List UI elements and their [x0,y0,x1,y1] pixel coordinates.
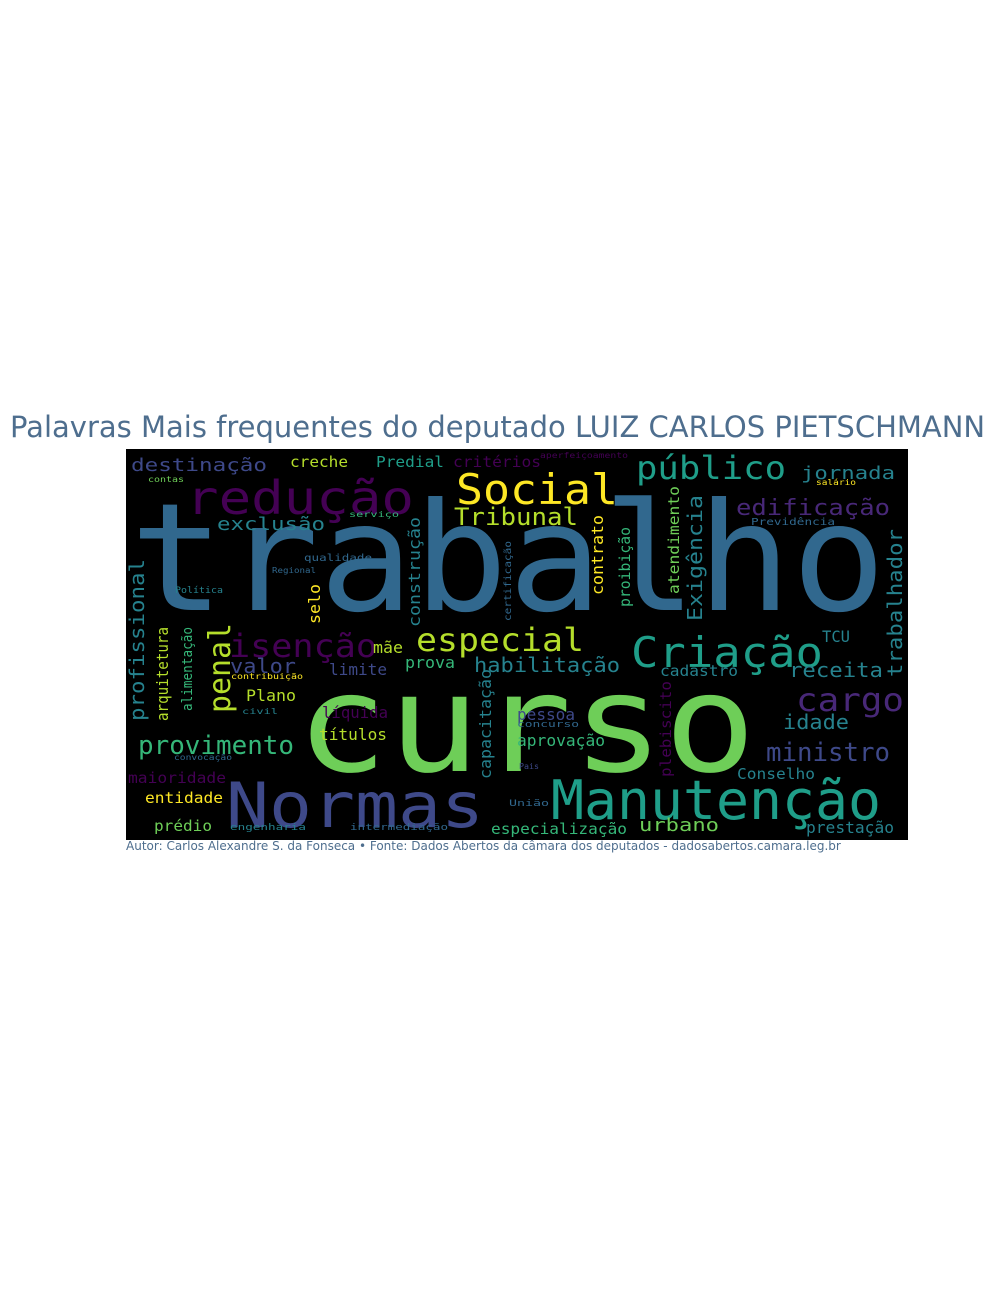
word-2: curso [296,646,756,804]
page-title: Palavras Mais frequentes do deputado LUI… [10,410,986,444]
word-52: proibição [616,527,634,607]
word-6: Social [456,465,618,514]
word-5: redução [186,471,414,525]
word-28: mãe [373,638,403,657]
word-61: qualidade [304,553,372,564]
word-4: Manutenção [551,769,881,832]
word-38: títulos [319,725,387,744]
word-36: Plano [246,686,296,705]
word-48: urbano [639,815,719,836]
word-23: profissional [126,559,149,721]
word-58: salário [816,478,856,487]
word-21: edificação [736,496,890,521]
word-41: capacitação [476,669,495,779]
word-13: provimento [138,731,294,761]
word-43: Conselho [737,765,815,783]
word-56: aperfeiçoamento [540,451,628,460]
word-42: plebiscito [657,681,675,777]
word-39: pessoa [517,705,575,724]
word-31: cadastro [660,662,738,680]
word-51: contrato [588,515,607,595]
word-14: ministro [766,738,890,768]
word-54: Exigência [683,495,707,621]
word-24: arquitetura [153,627,172,721]
word-18: Predial [376,453,444,471]
word-67: concurso [517,720,579,730]
word-33: idade [783,710,849,734]
word-7: Criação [631,628,823,677]
caption: Autor: Carlos Alexandre S. da Fonseca • … [126,839,841,853]
word-1: trabalho [130,472,886,646]
word-50: construção [405,517,424,627]
word-32: receita [789,658,883,682]
word-9: especial [416,621,584,659]
word-64: Política [175,586,223,596]
word-44: maioridade [128,769,226,787]
word-70: União [509,799,549,809]
word-45: entidade [145,789,223,807]
word-17: creche [290,453,348,471]
word-cloud: trabalho curso Normas Manutenção redução Soci… [126,449,908,840]
word-37: líquida [322,703,388,722]
word-11: penal [203,623,238,713]
word-65: contribuição [231,672,303,681]
word-68: convocação [174,753,232,762]
word-19: critérios [453,453,541,471]
word-22: exclusão [217,514,325,535]
word-46: prédio [154,817,212,835]
word-10: isenção [229,627,377,665]
word-53: atendimento [665,486,683,594]
word-12: cargo [796,681,904,719]
word-40: aprovação [517,731,605,750]
word-30: habilitação [474,653,620,677]
word-3: Normas [226,769,484,840]
word-16: destinação [131,455,267,476]
word-47: especialização [491,820,627,838]
word-72: intermediação [350,823,448,833]
word-20: jornada [801,463,895,484]
word-62: Regional [272,566,316,575]
word-26: valor [230,654,296,678]
word-55: selo [305,584,324,624]
word-66: civil [242,707,278,716]
word-15: Tribunal [454,503,578,531]
word-60: Previdência [751,516,835,528]
word-71: engenharia [230,823,306,833]
word-57: contas [148,475,184,484]
word-29: prova [405,653,455,672]
word-27: limite [329,660,387,679]
word-69: Pais [519,762,539,771]
word-35: TCU [822,627,850,646]
word-25: alimentação [180,627,196,711]
word-8: público [636,449,786,487]
word-34: trabalhador [883,529,907,677]
word-63: certificação [503,541,514,621]
word-49: prestação [806,818,894,837]
word-59: serviço [349,510,399,519]
